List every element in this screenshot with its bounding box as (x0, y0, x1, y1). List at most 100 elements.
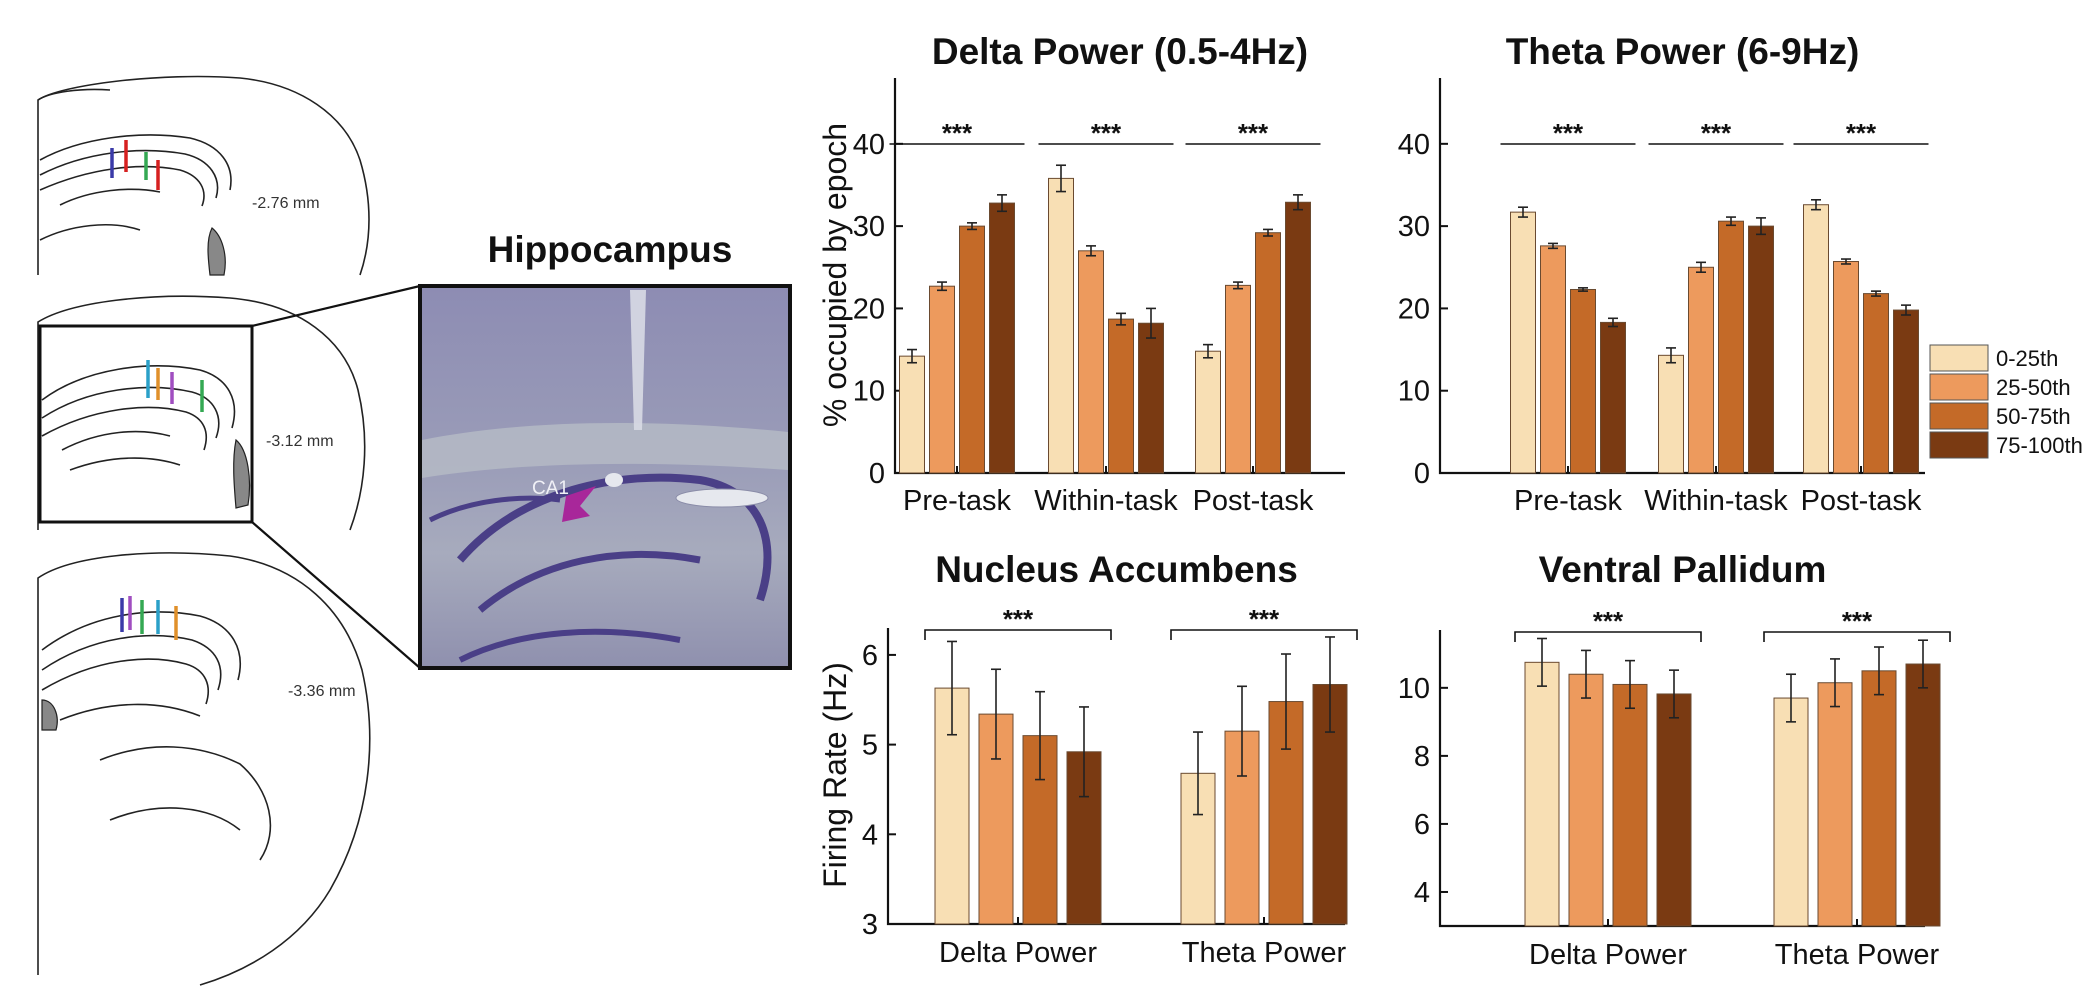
bar (1803, 204, 1829, 474)
axis-lines (1438, 630, 1925, 928)
brain-schematic: -2.76 mm -3.12 mm (37, 75, 421, 986)
x-tick-label: Theta Power (1182, 937, 1347, 969)
bar (1658, 354, 1684, 474)
x-tick-label: Within-task (1034, 485, 1178, 517)
y-tick-label: 4 (862, 819, 878, 851)
bar (1048, 177, 1074, 474)
significance-stars: *** (1593, 606, 1624, 636)
ventricle-shape (41, 699, 58, 731)
chart-delta-power: Delta Power (0.5-4Hz) % occupied by epoch… (817, 31, 1345, 517)
chart-title: Ventral Pallidum (1539, 549, 1827, 590)
bar (1568, 673, 1604, 927)
bar (959, 225, 985, 474)
y-tick-label: 6 (1414, 809, 1430, 841)
legend-label-0: 0-25th (1996, 346, 2058, 371)
bar (1748, 225, 1774, 474)
significance-stars: *** (1842, 606, 1873, 636)
coronal-section-2: -3.12 mm (37, 295, 366, 531)
bar (1656, 693, 1692, 927)
y-tick-label: 6 (862, 640, 878, 672)
zoom-line-bottom (251, 521, 421, 669)
bar (1524, 661, 1560, 927)
bar (899, 355, 925, 474)
y-tick-label: 0 (869, 458, 885, 490)
chart-nucleus-accumbens: Nucleus Accumbens Firing Rate (Hz) 3 4 5 6 Del… (817, 549, 1358, 969)
chart-ventral-pallidum: Ventral Pallidum 4 6 8 10 Delta Power *** Theta… (1398, 549, 1951, 971)
legend-label-2: 50-75th (1996, 404, 2071, 429)
significance-bracket (1170, 629, 1358, 640)
x-tick-label: Post-task (1801, 485, 1922, 517)
significance-stars: *** (1701, 118, 1732, 148)
histology-title: Hippocampus (488, 229, 733, 270)
legend-label-3: 75-100th (1996, 433, 2083, 458)
significance-stars: *** (942, 118, 973, 148)
bar (1540, 245, 1566, 474)
x-tick-label: Delta Power (1529, 939, 1687, 971)
bar (1833, 261, 1859, 474)
x-tick-label: Within-task (1644, 485, 1788, 517)
chart-title: Nucleus Accumbens (935, 549, 1298, 590)
y-tick-label: 30 (1398, 211, 1430, 243)
significance-stars: *** (1846, 118, 1877, 148)
legend-swatch-0 (1929, 344, 1989, 372)
significance-stars: *** (1091, 118, 1122, 148)
y-axis-label: % occupied by epoch (817, 123, 853, 427)
y-tick-label: 5 (862, 730, 878, 762)
bar (1108, 318, 1134, 474)
bar (1612, 683, 1648, 927)
y-axis-label: Firing Rate (Hz) (817, 662, 853, 888)
section-depth-label-1: -2.76 mm (252, 195, 320, 212)
x-tick-label: Theta Power (1775, 939, 1940, 971)
zoom-box (38, 324, 254, 524)
legend-swatch-2 (1929, 402, 1989, 430)
bar (1225, 284, 1251, 474)
ventricle-shape (233, 438, 251, 509)
chart-title: Theta Power (6-9Hz) (1506, 31, 1860, 72)
y-tick-label: 10 (853, 376, 885, 408)
y-tick-label: 3 (862, 909, 878, 941)
legend-label-1: 25-50th (1996, 375, 2071, 400)
x-tick-label: Pre-task (1514, 485, 1622, 517)
y-tick-label: 20 (853, 293, 885, 325)
bar (1285, 201, 1311, 474)
y-tick-label: 0 (1414, 458, 1430, 490)
chart-title: Delta Power (0.5-4Hz) (932, 31, 1308, 72)
bar (1138, 322, 1164, 474)
bar (1861, 670, 1897, 927)
bar (989, 202, 1015, 474)
bar (1600, 321, 1626, 474)
bar (1773, 697, 1809, 927)
histology-image (418, 284, 792, 670)
region-label: CA1 (532, 478, 569, 499)
section-depth-label-3: -3.36 mm (288, 683, 356, 700)
bar (1510, 211, 1536, 474)
significance-stars: *** (1238, 118, 1269, 148)
significance-bracket (1514, 631, 1702, 642)
significance-stars: *** (1003, 604, 1034, 634)
bar (1893, 309, 1919, 474)
x-tick-label: Pre-task (903, 485, 1011, 517)
ventricle-shape (207, 227, 226, 276)
bar (1863, 293, 1889, 474)
y-tick-label: 40 (853, 129, 885, 161)
significance-stars: *** (1553, 118, 1584, 148)
bar (1817, 682, 1853, 927)
bar (1905, 663, 1941, 927)
bar (1195, 350, 1221, 474)
x-tick-label: Delta Power (939, 937, 1097, 969)
bar (1718, 220, 1744, 474)
significance-bracket (1763, 631, 1951, 642)
y-tick-label: 8 (1414, 741, 1430, 773)
zoom-line-top (251, 284, 421, 328)
y-tick-label: 20 (1398, 293, 1430, 325)
y-tick-label: 40 (1398, 129, 1430, 161)
region-arrow-icon (562, 486, 596, 522)
legend: 0-25th 25-50th 50-75th 75-100th (1929, 344, 2083, 459)
y-tick-label: 10 (1398, 673, 1430, 705)
y-tick-label: 4 (1414, 877, 1430, 909)
bar (1570, 288, 1596, 474)
x-tick-label: Post-task (1193, 485, 1314, 517)
y-tick-label: 10 (1398, 376, 1430, 408)
chart-theta-power: Theta Power (6-9Hz) 0 10 20 30 40 Pre-task *** W… (1398, 31, 1929, 517)
